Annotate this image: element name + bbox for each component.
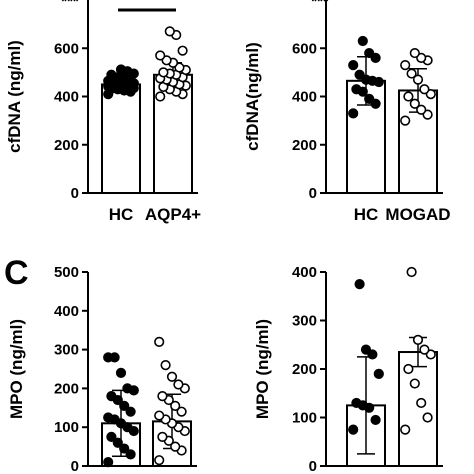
data-point — [106, 69, 117, 80]
y-tick-label: 0 — [309, 185, 317, 202]
data-point — [400, 60, 411, 71]
y-tick-label: 400 — [54, 89, 79, 106]
category-label: HC — [109, 205, 134, 224]
significance-mark-left: *** — [61, 0, 79, 10]
y-tick-label: 600 — [292, 40, 317, 57]
y-tick-label: 600 — [54, 40, 79, 57]
data-point — [403, 91, 414, 102]
data-point — [348, 60, 359, 71]
y-tick-label: 0 — [71, 458, 79, 474]
y-axis-label: cfDNA (ng/ml) — [5, 40, 24, 153]
data-point — [112, 437, 123, 448]
category-label: HC — [354, 205, 379, 224]
data-point — [125, 406, 136, 417]
y-tick-label: 400 — [292, 89, 317, 106]
y-tick-label: 0 — [71, 185, 79, 202]
category-label: AQP4+ — [145, 205, 201, 224]
data-point — [406, 68, 417, 79]
data-point — [416, 397, 427, 409]
data-point — [164, 26, 175, 37]
y-tick-label: 0 — [309, 458, 317, 474]
data-point — [370, 414, 381, 426]
data-point — [103, 457, 114, 468]
data-point — [412, 334, 424, 346]
data-point — [354, 69, 365, 80]
significance-mark-right: *** — [311, 0, 329, 10]
data-point — [103, 352, 114, 363]
data-point — [400, 115, 411, 126]
data-point — [154, 455, 165, 466]
data-point — [177, 45, 188, 56]
data-point — [400, 424, 411, 435]
panel-cfdna-aqp4: 0 200 400 600 cfDNA (ng/ml) HC AQP4+ — [5, 0, 201, 224]
panel-cfdna-mogad: 0 200 400 600 cfDNA(ng/ml) HC MOGAD — [243, 0, 451, 224]
data-point — [158, 67, 169, 78]
data-point — [170, 441, 181, 452]
y-tick-label: 500 — [54, 264, 79, 281]
y-tick-label: 300 — [292, 313, 317, 330]
data-point — [403, 363, 414, 375]
y-tick-label: 400 — [292, 264, 317, 281]
data-point — [348, 424, 359, 435]
data-point — [351, 84, 362, 95]
y-tick-label: 200 — [54, 380, 79, 397]
y-axis-label: MPO (ng/ml) — [7, 319, 26, 419]
data-point — [154, 410, 165, 421]
data-point — [373, 368, 384, 379]
data-point — [364, 93, 375, 105]
y-tick-label: 100 — [292, 410, 317, 427]
y-tick-label: 100 — [54, 419, 79, 436]
data-point — [119, 400, 130, 411]
y-axis-label: cfDNA(ng/ml) — [243, 42, 262, 151]
data-point — [125, 449, 136, 460]
data-point — [409, 378, 420, 389]
data-point — [106, 391, 117, 402]
data-point — [357, 35, 368, 47]
data-point — [155, 50, 166, 61]
data-point — [419, 84, 430, 95]
data-point — [419, 344, 430, 355]
data-point — [354, 279, 365, 290]
data-point — [422, 412, 433, 423]
data-point — [160, 360, 171, 371]
data-point — [409, 47, 420, 59]
data-point — [364, 47, 375, 59]
category-label: MOGAD — [385, 205, 450, 224]
bar-hc — [101, 83, 141, 194]
y-tick-label: 400 — [54, 303, 79, 320]
data-point — [115, 64, 127, 75]
y-tick-label: 300 — [54, 342, 79, 359]
data-point — [351, 397, 362, 409]
data-point — [360, 344, 372, 355]
data-point — [122, 383, 133, 394]
data-point — [106, 431, 117, 443]
data-point — [115, 367, 127, 378]
data-point — [154, 336, 165, 347]
data-point — [155, 91, 166, 102]
y-axis-label: MPO (ng/ml) — [253, 319, 272, 419]
panel-label-c: C — [4, 254, 29, 292]
data-point — [157, 391, 168, 402]
y-tick-label: 200 — [54, 137, 79, 154]
data-point — [176, 406, 187, 417]
data-point — [412, 74, 424, 85]
data-point — [103, 412, 114, 423]
data-point — [173, 379, 184, 390]
data-point — [409, 98, 420, 109]
data-point — [157, 431, 168, 443]
data-point — [170, 400, 181, 411]
y-tick-label: 200 — [292, 137, 317, 154]
data-point — [406, 266, 417, 278]
data-point — [416, 104, 427, 115]
data-point — [166, 371, 178, 382]
data-point — [348, 108, 359, 119]
bar-hc — [346, 79, 386, 194]
y-tick-label: 200 — [292, 361, 317, 378]
data-point — [119, 443, 130, 454]
